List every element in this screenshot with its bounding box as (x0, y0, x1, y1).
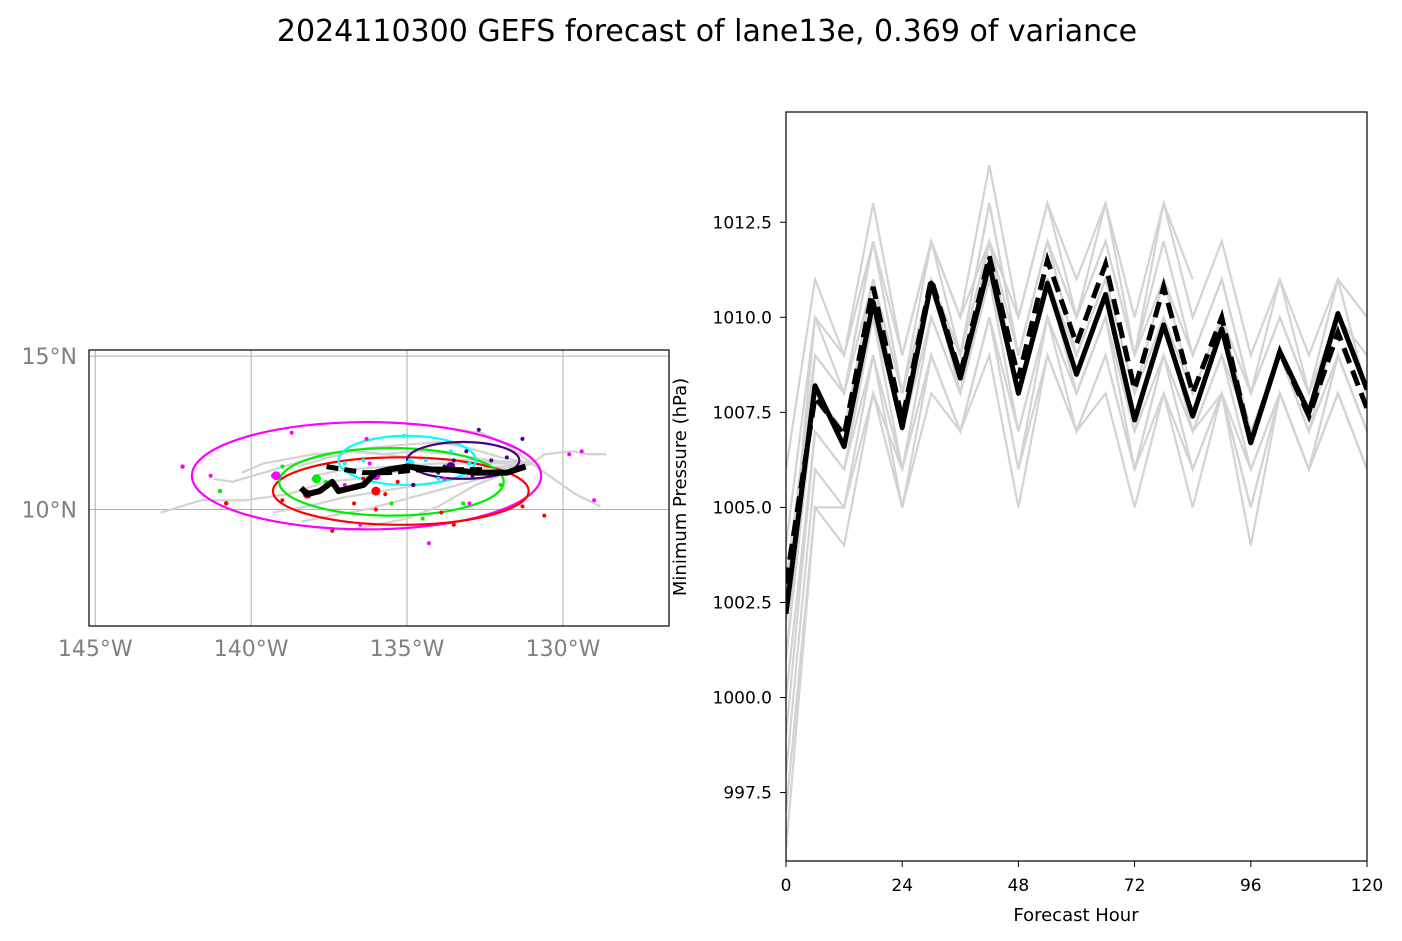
cluster-point (395, 479, 400, 484)
map-lat-tick-label: 15°N (22, 345, 77, 370)
cluster-centroid (312, 474, 322, 484)
member-pressure-line (786, 317, 1367, 774)
cluster-point (464, 449, 469, 454)
cluster-point (520, 504, 525, 509)
member-pressure-line (786, 199, 1194, 622)
cluster-point (389, 501, 394, 506)
member-pressure-line (786, 313, 1367, 850)
cluster-point (567, 452, 572, 457)
cluster-point (442, 476, 447, 481)
y-tick-label: 1010.0 (713, 308, 772, 328)
spread-ellipse (337, 434, 477, 487)
member-pressure-line (786, 351, 1367, 812)
chart-frame (785, 111, 1368, 862)
map-frame (88, 349, 670, 627)
member-track (297, 440, 533, 468)
y-tick-label: 997.5 (723, 784, 772, 804)
map-lon-tick-label: 130°W (526, 637, 601, 662)
cluster-point (383, 492, 388, 497)
member-track (531, 450, 607, 465)
cluster-point (342, 461, 347, 466)
cluster-point (289, 430, 294, 435)
y-axis-label: Minimum Pressure (hPa) (670, 378, 691, 596)
cluster-point (361, 458, 366, 463)
cluster-point (342, 482, 347, 487)
cluster-point (592, 498, 597, 503)
cluster-point (520, 436, 525, 441)
map-lon-tick-label: 140°W (214, 637, 289, 662)
mean-pressure-lines (786, 251, 1367, 615)
cluster-point (542, 513, 547, 518)
y-tick-label: 1007.5 (713, 403, 772, 423)
cluster-point (364, 436, 369, 441)
member-pressure-line (786, 165, 1367, 470)
y-tick-label: 1012.5 (713, 213, 772, 233)
figure-title: 2024110300 GEFS forecast of lane13e, 0.3… (277, 14, 1137, 49)
cluster-point (467, 461, 472, 466)
map-lon-tick-label: 135°W (370, 637, 445, 662)
x-tick-label: 72 (1124, 876, 1146, 896)
cluster-point (373, 507, 378, 512)
cluster-point (436, 476, 441, 481)
cluster-point (451, 458, 456, 463)
cluster-point (504, 455, 509, 460)
cluster-point (498, 482, 503, 487)
cluster-point (426, 541, 431, 546)
x-tick-label: 96 (1240, 876, 1262, 896)
cluster-point (352, 501, 357, 506)
spread-ellipse (278, 447, 505, 517)
cluster-point (330, 528, 335, 533)
cluster-point (217, 488, 223, 494)
x-tick-label: 24 (891, 876, 913, 896)
mean-pressure-solid (786, 261, 1367, 615)
cluster-point (579, 449, 584, 454)
cluster-point (180, 464, 185, 469)
cluster-point (367, 461, 372, 466)
y-tick-label: 1002.5 (713, 593, 772, 613)
cluster-point (461, 501, 466, 506)
track-map-panel: 145°W 140°W 135°W 130°W 15°N 10°N (22, 345, 670, 662)
cluster-point (401, 433, 406, 438)
cluster-point (439, 510, 444, 515)
pressure-chart-panel: 0 24 48 72 96 120 997.5 1000.0 1002.5 1005.0 1007.… (670, 111, 1384, 926)
cluster-centroid (371, 486, 381, 496)
map-tick-labels: 145°W 140°W 135°W 130°W 15°N 10°N (22, 345, 601, 662)
member-track (213, 450, 532, 483)
cluster-point (451, 522, 456, 527)
member-pressure-line (786, 317, 1367, 736)
y-tick-label: 1000.0 (713, 689, 772, 709)
mean-track-dashed (325, 464, 482, 476)
map-lon-tick-label: 145°W (58, 637, 133, 662)
cluster-point (358, 522, 363, 527)
x-axis-label: Forecast Hour (1013, 905, 1139, 926)
spread-ellipse (190, 420, 543, 531)
member-track (241, 450, 532, 474)
member-track (531, 462, 601, 508)
cluster-point (280, 498, 285, 503)
cluster-point (448, 449, 453, 454)
cluster-point (423, 458, 428, 463)
member-pressure-lines (786, 165, 1367, 850)
spread-ellipse (271, 456, 530, 526)
cluster-point (467, 501, 472, 506)
spread-ellipses (190, 420, 543, 531)
x-tick-label: 0 (781, 876, 792, 896)
x-tick-label: 48 (1008, 876, 1030, 896)
chart-ticks: 0 24 48 72 96 120 997.5 1000.0 1002.5 1005.0 1007.… (713, 213, 1384, 896)
cluster-point (420, 516, 425, 521)
cluster-point (224, 501, 229, 506)
x-tick-label: 120 (1351, 876, 1383, 896)
map-lat-tick-label: 10°N (22, 498, 77, 523)
mean-tracks (298, 463, 527, 498)
y-tick-label: 1005.0 (713, 498, 772, 518)
cluster-point (489, 458, 494, 463)
cluster-point (280, 464, 285, 469)
cluster-point (411, 482, 416, 488)
cluster-point (476, 427, 481, 432)
member-track (344, 462, 533, 533)
cluster-point (208, 473, 213, 478)
cluster-centroid (271, 471, 281, 481)
